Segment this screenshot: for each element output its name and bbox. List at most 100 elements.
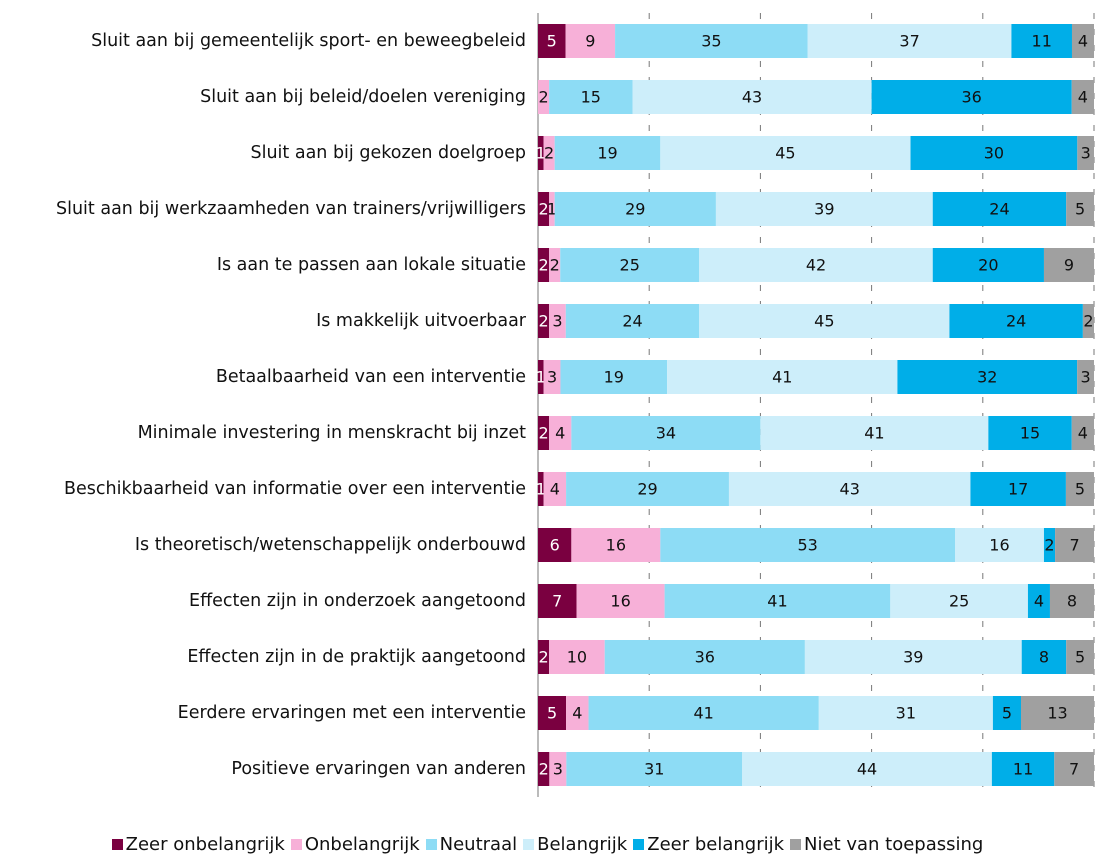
bar-segment: [565, 24, 616, 58]
bar-segment: [1071, 24, 1094, 58]
bar-segment: [543, 136, 555, 170]
bar-segment: [538, 192, 550, 226]
data-label: 6: [550, 536, 560, 555]
bar-segment: [576, 584, 665, 618]
data-label: 1: [536, 144, 546, 163]
bar-segment: [1077, 136, 1094, 170]
data-label: 3: [552, 312, 562, 331]
legend-item: Niet van toepassing: [790, 834, 983, 855]
bar-segment: [660, 528, 955, 562]
data-label: 1: [536, 480, 546, 499]
legend-swatch: [425, 839, 437, 850]
bar-segment: [538, 136, 544, 170]
data-label: 4: [572, 704, 582, 723]
data-label: 29: [625, 200, 645, 219]
data-label: 2: [538, 88, 548, 107]
data-label: 2: [538, 424, 548, 443]
data-label: 29: [637, 480, 657, 499]
category-label: Sluit aan bij beleid/doelen vereniging: [200, 87, 526, 107]
legend-item: Onbelangrijk: [290, 834, 420, 855]
bar-segment: [538, 752, 550, 786]
bar-segment: [1020, 696, 1094, 730]
data-label: 24: [622, 312, 642, 331]
data-label: 2: [538, 256, 548, 275]
bar-segment: [932, 192, 1067, 226]
data-label: 11: [1032, 32, 1052, 51]
data-label: 2: [1083, 312, 1093, 331]
data-label: 7: [1069, 536, 1079, 555]
bar-segment: [566, 752, 743, 786]
data-label: 3: [547, 368, 557, 387]
data-label: 9: [585, 32, 595, 51]
bar-segment: [1077, 360, 1094, 394]
data-label: 32: [977, 368, 997, 387]
bar-segment: [549, 248, 561, 282]
bar-segment: [804, 640, 1022, 674]
data-label: 53: [797, 536, 817, 555]
data-label: 39: [903, 648, 923, 667]
category-label: Is aan te passen aan lokale situatie: [216, 255, 526, 275]
data-label: 36: [695, 648, 715, 667]
bar-segment: [955, 528, 1044, 562]
data-label: 2: [550, 256, 560, 275]
legend-label: Zeer belangrijk: [647, 834, 785, 855]
bar-segment: [1066, 640, 1094, 674]
category-label: Effecten zijn in onderzoek aangetoond: [189, 591, 526, 611]
data-label: 17: [1008, 480, 1028, 499]
legend-label: Zeer onbelangrijk: [125, 834, 285, 855]
data-label: 8: [1067, 592, 1077, 611]
data-label: 13: [1047, 704, 1067, 723]
bar-segment: [615, 24, 808, 58]
data-label: 44: [857, 760, 877, 779]
data-label: 24: [1006, 312, 1026, 331]
data-label: 7: [552, 592, 562, 611]
data-label: 10: [567, 648, 587, 667]
bar-segment: [554, 192, 716, 226]
bar-segment: [1043, 528, 1056, 562]
data-label: 8: [1039, 648, 1049, 667]
bar-segment: [549, 192, 555, 226]
data-label: 16: [610, 592, 630, 611]
bar-segment: [1055, 528, 1094, 562]
bar-segment: [742, 752, 992, 786]
data-label: 20: [978, 256, 998, 275]
bar-segment: [897, 360, 1078, 394]
data-label: 5: [1002, 704, 1012, 723]
bar-segment: [699, 304, 950, 338]
data-label: 2: [538, 200, 548, 219]
bar-segment: [807, 24, 1012, 58]
data-label: 34: [656, 424, 676, 443]
data-label: 15: [1020, 424, 1040, 443]
data-label: 35: [701, 32, 721, 51]
data-label: 42: [806, 256, 826, 275]
data-label: 25: [620, 256, 640, 275]
data-label: 5: [547, 704, 557, 723]
data-label: 4: [555, 424, 565, 443]
data-label: 9: [1064, 256, 1074, 275]
bar-segment: [538, 360, 544, 394]
data-label: 15: [581, 88, 601, 107]
bar-segment: [970, 472, 1066, 506]
data-label: 19: [604, 368, 624, 387]
category-label: Eerdere ervaringen met een interventie: [177, 703, 526, 723]
data-label: 1: [547, 200, 557, 219]
category-label: Sluit aan bij gemeentelijk sport- en bew…: [91, 31, 526, 51]
data-label: 4: [1034, 592, 1044, 611]
bar-segment: [991, 752, 1055, 786]
data-label: 5: [547, 32, 557, 51]
bar-segment: [554, 136, 661, 170]
data-label: 31: [896, 704, 916, 723]
legend-swatch: [290, 839, 302, 850]
bar-segment: [538, 416, 550, 450]
legend-label: Niet van toepassing: [804, 834, 984, 855]
data-label: 3: [1081, 144, 1091, 163]
category-label: Effecten zijn in de praktijk aangetoond: [187, 647, 526, 667]
bar-segment: [992, 696, 1021, 730]
bar-segment: [1021, 640, 1067, 674]
data-label: 43: [840, 480, 860, 499]
bar-segment: [1049, 584, 1094, 618]
legend-swatch: [790, 839, 802, 850]
category-label: Positieve ervaringen van anderen: [231, 759, 526, 779]
bar-segment: [1082, 304, 1094, 338]
bar-segment: [988, 416, 1072, 450]
